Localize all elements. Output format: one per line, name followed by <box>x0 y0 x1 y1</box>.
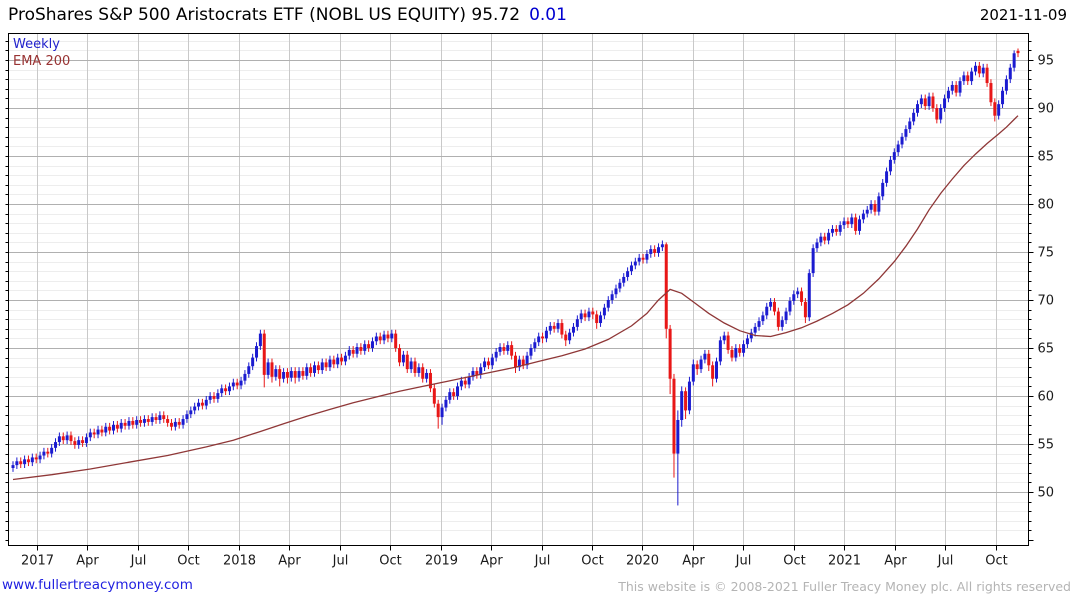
chart-date: 2021-11-09 <box>979 6 1067 24</box>
svg-text:60: 60 <box>1038 390 1055 405</box>
ema-line <box>12 115 1019 481</box>
svg-text:50: 50 <box>1038 486 1055 501</box>
svg-text:65: 65 <box>1038 342 1055 357</box>
svg-text:75: 75 <box>1038 246 1055 261</box>
svg-text:Jul: Jul <box>735 554 752 569</box>
svg-text:Oct: Oct <box>985 554 1007 569</box>
chart-legend: Weekly EMA 200 <box>13 36 70 70</box>
site-link[interactable]: www.fullertreacymoney.com <box>2 577 193 593</box>
svg-text:Oct: Oct <box>379 554 401 569</box>
svg-text:70: 70 <box>1038 294 1055 309</box>
svg-text:Jul: Jul <box>534 554 551 569</box>
price-change: 0.01 <box>529 5 567 25</box>
svg-text:Jul: Jul <box>130 554 147 569</box>
svg-text:55: 55 <box>1038 438 1055 453</box>
svg-text:Jul: Jul <box>937 554 954 569</box>
svg-text:2020: 2020 <box>626 554 659 569</box>
svg-text:80: 80 <box>1038 198 1055 213</box>
svg-text:2017: 2017 <box>21 554 54 569</box>
ema-legend-label: EMA 200 <box>13 54 71 69</box>
svg-text:Apr: Apr <box>480 554 503 569</box>
svg-text:Apr: Apr <box>884 554 907 569</box>
copyright-text: This website is © 2008-2021 Fuller Treac… <box>618 579 1071 594</box>
svg-text:90: 90 <box>1038 102 1055 117</box>
svg-text:Apr: Apr <box>76 554 99 569</box>
timeframe-label: Weekly <box>13 37 60 52</box>
svg-text:Oct: Oct <box>177 554 199 569</box>
svg-text:Apr: Apr <box>278 554 301 569</box>
svg-text:85: 85 <box>1038 150 1055 165</box>
chart-title: ProShares S&P 500 Aristocrats ETF (NOBL … <box>8 5 567 25</box>
svg-text:95: 95 <box>1038 54 1055 69</box>
instrument-title: ProShares S&P 500 Aristocrats ETF (NOBL … <box>8 5 521 25</box>
svg-text:Oct: Oct <box>581 554 603 569</box>
svg-text:2021: 2021 <box>828 554 861 569</box>
svg-text:Apr: Apr <box>682 554 705 569</box>
svg-text:Oct: Oct <box>783 554 805 569</box>
svg-text:2018: 2018 <box>223 554 256 569</box>
svg-text:2019: 2019 <box>425 554 458 569</box>
svg-text:Jul: Jul <box>332 554 349 569</box>
